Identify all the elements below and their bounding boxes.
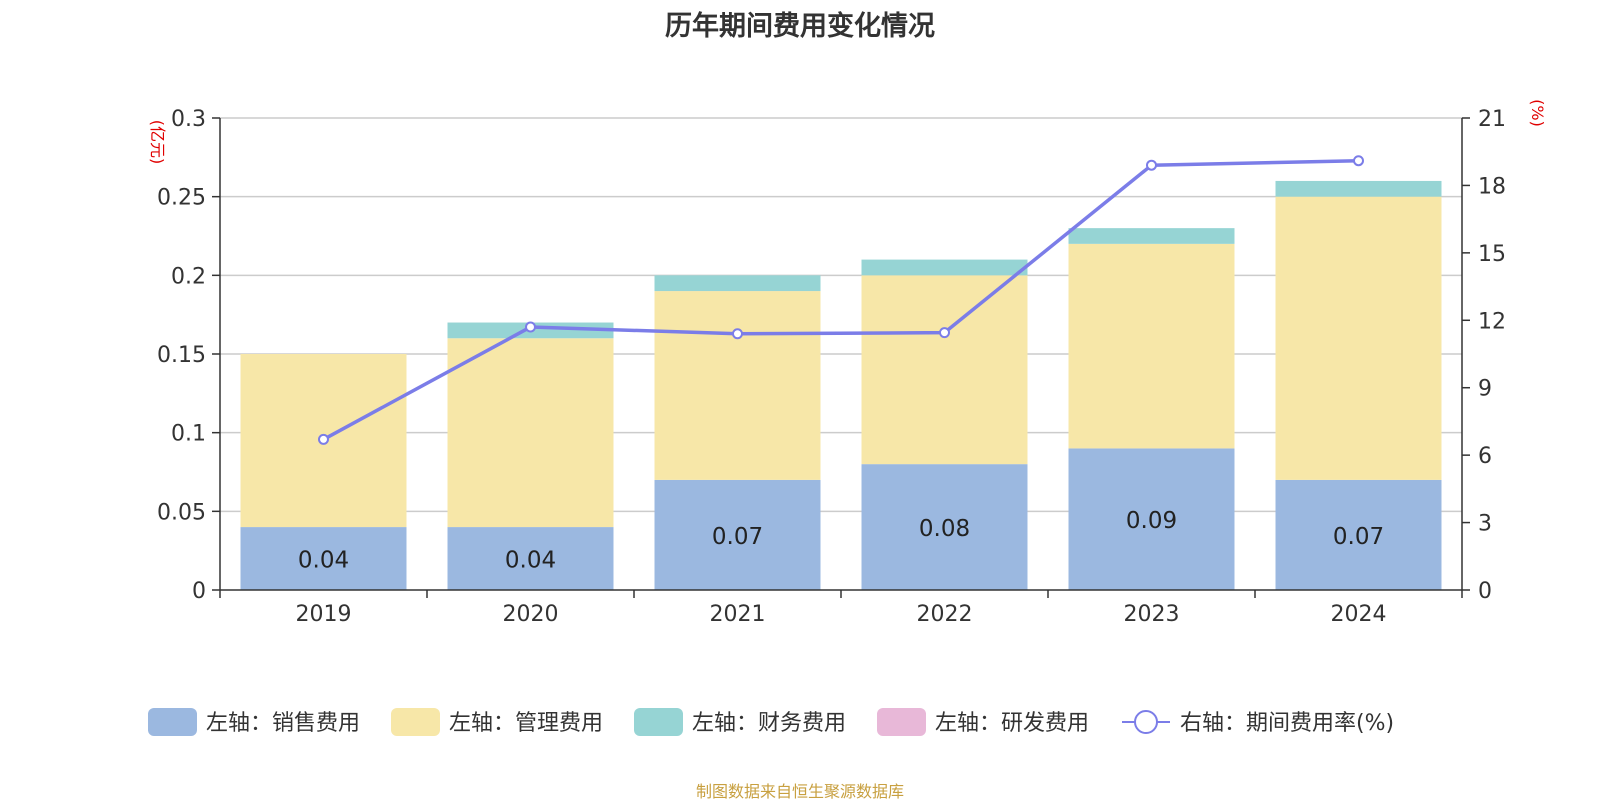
bar-segment <box>654 275 821 292</box>
bar-segment <box>1068 228 1235 244</box>
legend-label: 左轴：管理费用 <box>449 711 603 736</box>
x-axis-tick-label: 2020 <box>503 602 559 627</box>
left-axis-tick-label: 0.25 <box>157 186 206 211</box>
expense-ratio-point <box>525 321 536 333</box>
legend-label: 左轴：财务费用 <box>692 711 846 736</box>
bar-data-label: 0.09 <box>1126 508 1177 534</box>
right-axis-tick-label: 3 <box>1478 512 1492 537</box>
legend-circle-marker <box>1134 710 1158 734</box>
right-axis-tick-label: 6 <box>1478 444 1492 469</box>
chart-title: 历年期间费用变化情况 <box>665 11 935 42</box>
right-axis-unit: (%) <box>1528 99 1547 127</box>
bar-segment <box>240 527 407 590</box>
bar-segment <box>1275 196 1442 480</box>
bar-data-label: 0.07 <box>1333 524 1384 550</box>
legend-swatch <box>148 708 197 736</box>
right-axis-tick-label: 21 <box>1478 107 1506 132</box>
expense-ratio-point <box>1353 155 1364 167</box>
bar-segment <box>1275 180 1442 197</box>
right-axis-tick-label: 0 <box>1478 579 1492 604</box>
bar-segment <box>447 527 614 590</box>
left-axis-tick-label: 0.3 <box>171 107 206 132</box>
left-axis-tick-label: 0.15 <box>157 343 206 368</box>
x-axis-tick-label: 2022 <box>917 602 973 627</box>
expense-ratio-point <box>318 433 329 445</box>
expense-ratio-point <box>1146 159 1157 171</box>
x-axis-tick-label: 2023 <box>1124 602 1180 627</box>
bar-segment <box>654 479 821 590</box>
left-axis-tick-label: 0.05 <box>157 500 206 525</box>
bar-data-label: 0.07 <box>712 524 763 550</box>
bar-segment <box>861 464 1028 590</box>
legend-swatch <box>391 708 440 736</box>
legend: 左轴：销售费用 左轴：管理费用 左轴：财务费用 左轴：研发费用 右轴：期间费用率(%) <box>148 708 1394 736</box>
expense-ratio-line <box>322 158 1359 441</box>
legend-label: 左轴：研发费用 <box>935 711 1089 736</box>
bar-segment <box>1275 479 1442 590</box>
right-axis-tick-label: 12 <box>1478 309 1506 334</box>
bar-segment <box>447 338 614 528</box>
source-note: 制图数据来自恒生聚源数据库 <box>695 782 904 801</box>
axis-layer: 0 0.05 0.1 0.15 0.2 0.25 0.3 0 3 6 9 12 15 18 21 (亿元) (%… <box>148 99 1547 627</box>
left-axis-tick-label: 0 <box>192 579 206 604</box>
bar-segment <box>861 259 1028 276</box>
line-layer <box>318 155 1364 445</box>
bar-segment <box>654 291 821 480</box>
left-axis-tick-label: 0.2 <box>171 264 206 289</box>
right-axis-tick-label: 18 <box>1478 174 1506 199</box>
expense-ratio-point <box>939 327 950 339</box>
right-axis-tick-label: 15 <box>1478 242 1506 267</box>
bar-data-label: 0.04 <box>298 548 349 574</box>
legend-label: 左轴：销售费用 <box>206 711 360 736</box>
legend-label: 右轴：期间费用率(%) <box>1180 711 1394 736</box>
x-axis-tick-label: 2019 <box>296 602 352 627</box>
bar-data-label: 0.08 <box>919 516 970 542</box>
left-axis-tick-label: 0.1 <box>171 422 206 447</box>
bar-segment <box>861 275 1028 465</box>
grid-layer <box>220 117 1462 513</box>
bar-segment <box>1068 448 1235 590</box>
right-axis-tick-label: 9 <box>1478 377 1492 402</box>
data-label-layer: 0.04 0.04 0.07 0.08 0.09 0.07 <box>298 508 1384 573</box>
bar-segment <box>1068 243 1235 449</box>
x-axis-tick-label: 2021 <box>710 602 766 627</box>
expense-ratio-point <box>732 328 743 340</box>
left-axis-unit: (亿元) <box>148 120 167 165</box>
legend-swatch <box>634 708 683 736</box>
x-axis-tick-label: 2024 <box>1331 602 1387 627</box>
legend-swatch <box>877 708 926 736</box>
bar-data-label: 0.04 <box>505 548 556 574</box>
